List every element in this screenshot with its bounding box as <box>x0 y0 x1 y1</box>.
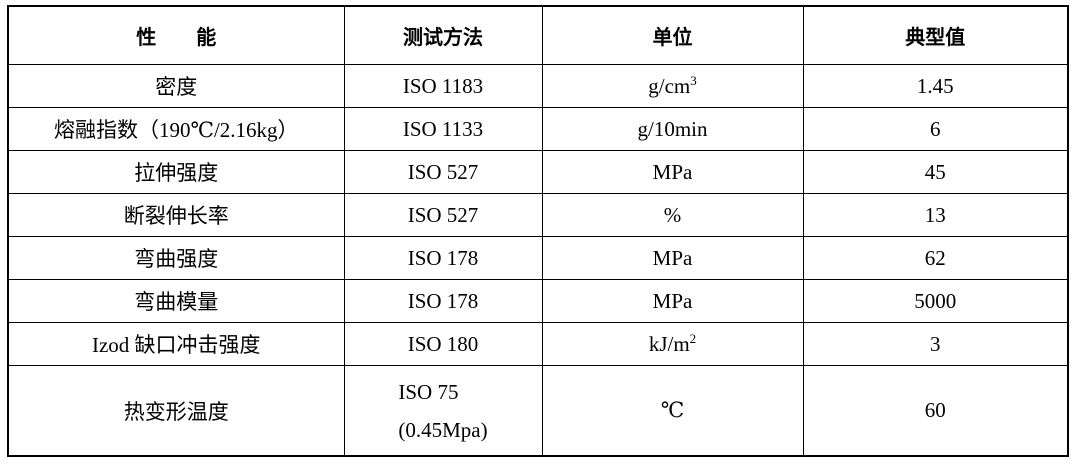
table-row: 弯曲强度 ISO 178 MPa 62 <box>7 236 1069 280</box>
unit-text: % <box>663 202 682 227</box>
unit-text: MPa <box>652 159 693 184</box>
cell-method: ISO 1133 <box>343 107 543 151</box>
cell-method: ISO 527 <box>343 150 543 194</box>
table-row: 断裂伸长率 ISO 527% 13 <box>7 193 1069 237</box>
table-row: 弯曲模量 ISO 178 MPa 5000 <box>7 279 1069 323</box>
header-row: 性 能 测试方法 单位 典型值 <box>7 5 1069 65</box>
cell-value: 5000 <box>802 279 1069 323</box>
cell-unit: MPa <box>541 279 804 323</box>
cell-value: 45 <box>802 150 1069 194</box>
header-method: 测试方法 <box>343 5 543 65</box>
cell-value: 13 <box>802 193 1069 237</box>
method-text: ISO 180 <box>407 331 479 356</box>
cell-property: Izod 缺口冲击强度 <box>7 322 345 366</box>
unit-text: MPa <box>652 288 693 313</box>
method-line1: ISO 75 <box>398 379 459 404</box>
cell-method: ISO 1183 <box>343 64 543 108</box>
unit-text: MPa <box>652 245 693 270</box>
table-row: 密度 ISO 1183 g/cm3 1.45 <box>7 64 1069 108</box>
method-text: ISO 1133 <box>402 116 484 141</box>
unit-text: g/10min <box>637 116 708 141</box>
cell-value: 60 <box>802 365 1069 457</box>
unit-text: ℃ <box>660 398 685 422</box>
cell-value: 1.45 <box>802 64 1069 108</box>
method-text: ISO 527 <box>407 202 479 227</box>
unit-text: kJ/m <box>648 331 690 356</box>
cell-unit: g/cm3 <box>541 64 804 108</box>
cell-unit: % <box>541 193 804 237</box>
cell-property: 断裂伸长率 <box>7 193 345 237</box>
cell-value: 6 <box>802 107 1069 151</box>
cell-unit: MPa <box>541 236 804 280</box>
method-text: ISO 1183 <box>402 73 484 98</box>
table-row: 热变形温度 ISO 75 (0.45Mpa) ℃ 60 <box>7 365 1069 457</box>
cell-unit: kJ/m2 <box>541 322 804 366</box>
table-row: 熔融指数（190℃/2.16kg） ISO 1133 g/10min 6 <box>7 107 1069 151</box>
cell-property: 密度 <box>7 64 345 108</box>
cell-method: ISO 178 <box>343 236 543 280</box>
unit-superscript: 3 <box>690 72 697 88</box>
header-value: 典型值 <box>802 5 1069 65</box>
header-unit: 单位 <box>541 5 804 65</box>
cell-property: 拉伸强度 <box>7 150 345 194</box>
cell-method: ISO 75 (0.45Mpa) <box>343 365 543 457</box>
cell-unit: ℃ <box>541 365 804 457</box>
cell-property: 弯曲强度 <box>7 236 345 280</box>
cell-property: 弯曲模量 <box>7 279 345 323</box>
cell-method: ISO 180 <box>343 322 543 366</box>
unit-superscript: 2 <box>689 330 697 346</box>
cell-method: ISO 527 <box>343 193 543 237</box>
cell-value: 62 <box>802 236 1069 280</box>
method-text: ISO 178 <box>407 288 479 313</box>
cell-value: 3 <box>802 322 1069 366</box>
method-line2: (0.45Mpa) <box>398 417 488 442</box>
unit-text: g/cm <box>648 73 691 98</box>
table-row: Izod 缺口冲击强度 ISO 180 kJ/m2 3 <box>7 322 1069 366</box>
cell-unit: g/10min <box>541 107 804 151</box>
method-text: ISO 178 <box>407 245 479 270</box>
table-row: 拉伸强度 ISO 527 MPa 45 <box>7 150 1069 194</box>
properties-table: 性 能 测试方法 单位 典型值 密度 ISO 1183 g/cm3 1.45 熔融指数（… <box>7 5 1069 457</box>
cell-method: ISO 178 <box>343 279 543 323</box>
header-property: 性 能 <box>7 5 345 65</box>
cell-property: 熔融指数（190℃/2.16kg） <box>7 107 345 151</box>
cell-property: 热变形温度 <box>7 365 345 457</box>
cell-unit: MPa <box>541 150 804 194</box>
method-text: ISO 527 <box>407 159 479 184</box>
